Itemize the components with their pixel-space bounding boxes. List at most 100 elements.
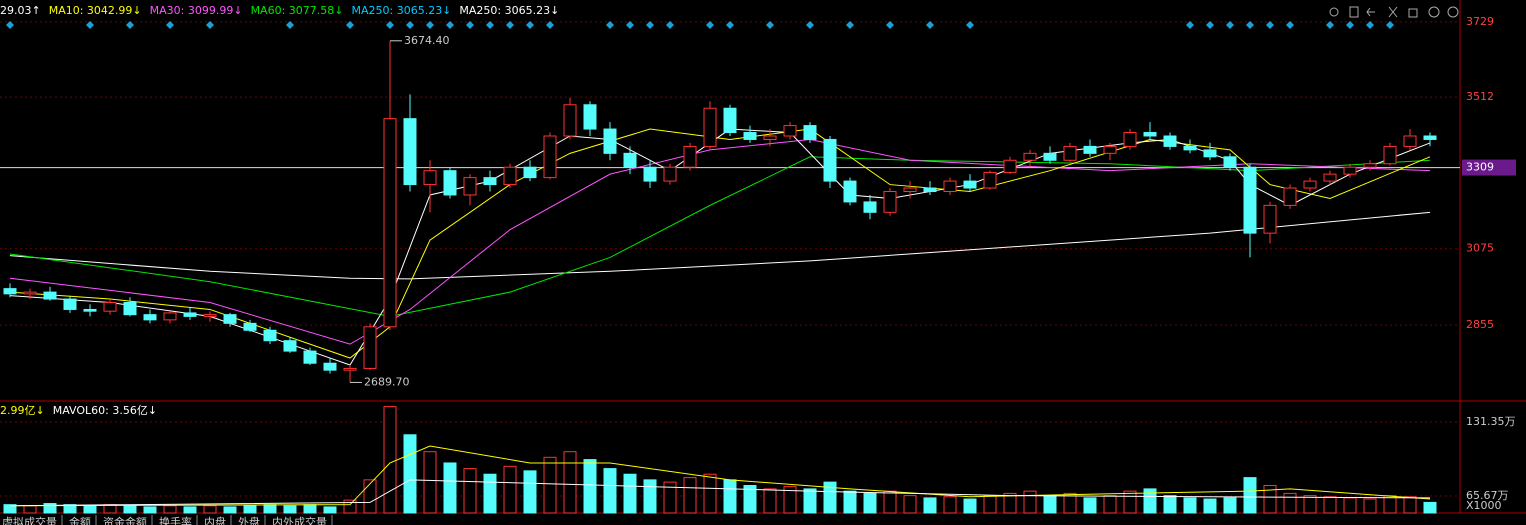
volume-bar bbox=[943, 496, 957, 514]
candle-body bbox=[723, 107, 737, 134]
volume-legend-item: 2.99亿↓ bbox=[0, 404, 45, 417]
volume-bar bbox=[723, 479, 737, 514]
candle-body bbox=[523, 166, 537, 179]
event-marker bbox=[86, 21, 94, 29]
volume-bar bbox=[1423, 501, 1437, 514]
event-marker bbox=[466, 21, 474, 29]
undo-icon[interactable] bbox=[1366, 7, 1375, 17]
event-marker bbox=[1386, 21, 1394, 29]
volume-bar bbox=[1143, 488, 1157, 514]
candle-body bbox=[643, 166, 657, 182]
event-marker bbox=[1346, 21, 1354, 29]
volume-bar bbox=[163, 505, 177, 514]
candle-body bbox=[1063, 145, 1077, 161]
tab[interactable]: 金额 bbox=[69, 515, 91, 525]
event-marker bbox=[626, 21, 634, 29]
candle-body bbox=[503, 166, 517, 186]
event-marker bbox=[446, 21, 454, 29]
y-tick-label: 2855 bbox=[1466, 318, 1494, 331]
event-marker bbox=[6, 21, 14, 29]
volume-bar bbox=[1183, 497, 1197, 514]
volume-bar bbox=[1223, 497, 1237, 514]
ma-line bbox=[9, 156, 1431, 317]
volume-bar bbox=[203, 505, 217, 514]
event-marker bbox=[1266, 21, 1274, 29]
candle-body bbox=[123, 302, 137, 316]
event-marker bbox=[886, 21, 894, 29]
candle-body bbox=[1123, 132, 1137, 147]
volume-bar bbox=[963, 498, 977, 514]
candle-body bbox=[863, 201, 877, 213]
candle-body bbox=[63, 298, 77, 310]
candle-body bbox=[663, 166, 677, 182]
tab[interactable]: 换手率 bbox=[159, 515, 192, 525]
event-marker bbox=[206, 21, 214, 29]
candle-body bbox=[743, 132, 757, 140]
volume-bar bbox=[43, 503, 57, 514]
volume-bar bbox=[763, 488, 777, 514]
cut-icon[interactable] bbox=[1388, 6, 1398, 18]
volume-bar bbox=[883, 490, 897, 514]
zoom-in-icon[interactable] bbox=[1428, 6, 1440, 18]
candle-body bbox=[923, 187, 937, 193]
hand-icon[interactable] bbox=[1349, 6, 1359, 18]
event-marker bbox=[926, 21, 934, 29]
ma-line bbox=[9, 211, 1431, 280]
tab[interactable]: 内盘 bbox=[204, 515, 226, 525]
candle-body bbox=[263, 329, 277, 342]
volume-bar bbox=[303, 504, 317, 514]
candle-body bbox=[443, 170, 457, 196]
volume-bar bbox=[23, 505, 37, 514]
candle-body bbox=[43, 291, 57, 300]
volume-bar bbox=[83, 505, 97, 514]
event-marker bbox=[726, 21, 734, 29]
candle-body bbox=[1323, 173, 1337, 182]
candle-body bbox=[543, 135, 557, 179]
tab[interactable]: 外盘 bbox=[238, 515, 260, 525]
event-marker bbox=[1206, 21, 1214, 29]
candle-body bbox=[1183, 145, 1197, 151]
candle-body bbox=[383, 118, 397, 328]
legend-item: MA250: 3065.23↓ bbox=[351, 4, 451, 17]
candle-body bbox=[1163, 135, 1177, 147]
event-marker bbox=[706, 21, 714, 29]
high-annotation: 3674.40 bbox=[404, 34, 450, 47]
tab[interactable]: 内外成交量 bbox=[272, 515, 327, 525]
ma-line bbox=[9, 138, 1431, 345]
candle-body bbox=[903, 187, 917, 193]
volume-bar bbox=[1343, 497, 1357, 514]
volume-bar bbox=[1323, 496, 1337, 514]
candle-body bbox=[103, 302, 117, 312]
candle-body bbox=[1203, 149, 1217, 158]
tab[interactable]: 虚拟成交量 bbox=[2, 515, 57, 525]
volume-bar bbox=[1003, 492, 1017, 514]
candle-body bbox=[183, 312, 197, 317]
candle-body bbox=[3, 288, 17, 295]
candle-body bbox=[583, 104, 597, 130]
volume-bar bbox=[1243, 477, 1257, 514]
view-icon[interactable] bbox=[1329, 7, 1339, 17]
candle-body bbox=[1263, 204, 1277, 234]
event-marker bbox=[966, 21, 974, 29]
zoom-out-icon[interactable] bbox=[1447, 6, 1459, 18]
event-marker bbox=[546, 21, 554, 29]
current-price-label: 3309 bbox=[1466, 161, 1494, 174]
candle-body bbox=[1003, 159, 1017, 173]
candle-body bbox=[823, 138, 837, 182]
candle-body bbox=[1283, 187, 1297, 206]
volume-bar bbox=[1203, 498, 1217, 514]
volume-bar bbox=[143, 506, 157, 514]
volume-tick-label: 65.67万 bbox=[1466, 489, 1509, 502]
legend-item: 29.03↑ bbox=[0, 4, 41, 17]
event-marker bbox=[1246, 21, 1254, 29]
event-marker bbox=[166, 21, 174, 29]
candle-body bbox=[883, 191, 897, 213]
candle-body bbox=[983, 171, 997, 189]
tab[interactable]: 资金金额 bbox=[103, 515, 147, 525]
event-marker bbox=[1226, 21, 1234, 29]
y-tick-label: 3512 bbox=[1466, 90, 1494, 103]
event-marker bbox=[126, 21, 134, 29]
volume-bar bbox=[1303, 495, 1317, 514]
candle-body bbox=[943, 180, 957, 193]
lock-icon[interactable] bbox=[1408, 8, 1418, 18]
